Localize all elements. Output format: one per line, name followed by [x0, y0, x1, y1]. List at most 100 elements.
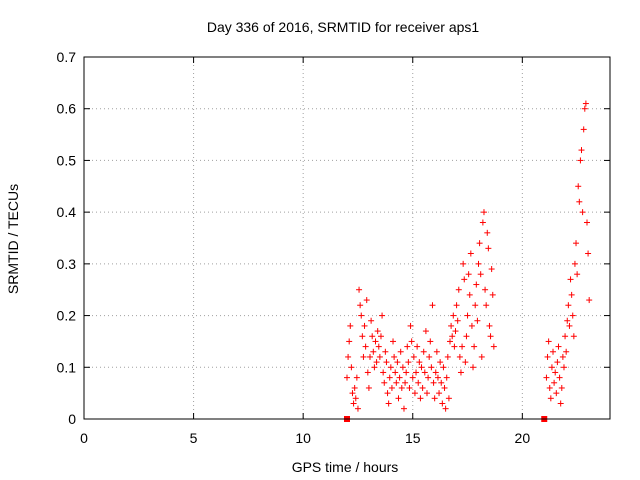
data-point [558, 384, 565, 391]
data-point [380, 369, 387, 376]
data-point [425, 374, 432, 381]
data-point [409, 374, 416, 381]
x-tick-label: 0 [80, 430, 88, 446]
data-point [580, 126, 587, 133]
data-point [461, 276, 468, 283]
data-point [585, 250, 592, 257]
data-point [555, 343, 562, 350]
data-point [578, 147, 585, 154]
data-point [545, 338, 552, 345]
data-point [476, 240, 483, 247]
data-point [570, 333, 577, 340]
data-point [445, 395, 452, 402]
data-point [406, 384, 413, 391]
data-point [418, 364, 425, 371]
data-point [432, 369, 439, 376]
data-point [420, 348, 427, 355]
data-point [489, 291, 496, 298]
data-point [402, 379, 409, 386]
data-point [376, 353, 383, 360]
data-point [451, 343, 458, 350]
data-point [544, 353, 551, 360]
data-point [388, 384, 395, 391]
data-point [488, 266, 495, 273]
data-point [391, 353, 398, 360]
data-point [443, 374, 450, 381]
data-point [483, 302, 490, 309]
data-point [433, 348, 440, 355]
data-point [354, 405, 361, 412]
data-point [551, 379, 558, 386]
data-point [359, 333, 366, 340]
data-point [447, 338, 454, 345]
y-tick-label: 0.3 [57, 256, 77, 272]
data-point [345, 353, 352, 360]
data-point [486, 322, 493, 329]
y-tick-label: 0.6 [57, 101, 77, 117]
data-point [571, 260, 578, 267]
data-point [557, 400, 564, 407]
data-point [384, 390, 391, 397]
data-point [422, 328, 429, 335]
data-point [379, 312, 386, 319]
data-point [427, 338, 434, 345]
data-point [361, 322, 368, 329]
data-point [581, 105, 588, 112]
data-point [490, 343, 497, 350]
data-point [382, 348, 389, 355]
data-point [583, 219, 590, 226]
data-point [478, 353, 485, 360]
data-point [383, 359, 390, 366]
data-point [371, 364, 378, 371]
data-point [397, 348, 404, 355]
data-point [477, 271, 484, 278]
data-point [415, 379, 422, 386]
data-point [377, 333, 384, 340]
data-point [346, 338, 353, 345]
data-point [487, 333, 494, 340]
data-point [408, 338, 415, 345]
data-point [413, 369, 420, 376]
data-point [470, 364, 477, 371]
data-point [562, 333, 569, 340]
data-point [395, 395, 402, 402]
data-point [472, 302, 479, 309]
data-point [429, 302, 436, 309]
data-point [430, 379, 437, 386]
data-point [403, 369, 410, 376]
data-point [372, 338, 379, 345]
data-point [404, 343, 411, 350]
data-point [357, 302, 364, 309]
data-point [553, 390, 560, 397]
data-point [473, 281, 480, 288]
data-point [400, 405, 407, 412]
data-point [438, 379, 445, 386]
data-point [423, 390, 430, 397]
data-point [358, 312, 365, 319]
data-point [471, 343, 478, 350]
data-point [440, 364, 447, 371]
data-point [374, 328, 381, 335]
data-point [347, 322, 354, 329]
data-point [452, 328, 459, 335]
data-point [373, 359, 380, 366]
data-point [573, 240, 580, 247]
data-point [574, 271, 581, 278]
data-point [462, 359, 469, 366]
x-tick-label: 5 [190, 430, 198, 446]
data-point [370, 348, 377, 355]
data-point [569, 312, 576, 319]
data-point [431, 395, 438, 402]
data-point [444, 353, 451, 360]
data-point [393, 379, 400, 386]
data-point [350, 400, 357, 407]
data-point [364, 369, 371, 376]
x-tick-label: 10 [295, 430, 311, 446]
data-point [394, 359, 401, 366]
data-point [565, 302, 572, 309]
data-point [351, 384, 358, 391]
data-point [556, 374, 563, 381]
data-point [474, 317, 481, 324]
data-point [576, 198, 583, 205]
data-point [468, 322, 475, 329]
